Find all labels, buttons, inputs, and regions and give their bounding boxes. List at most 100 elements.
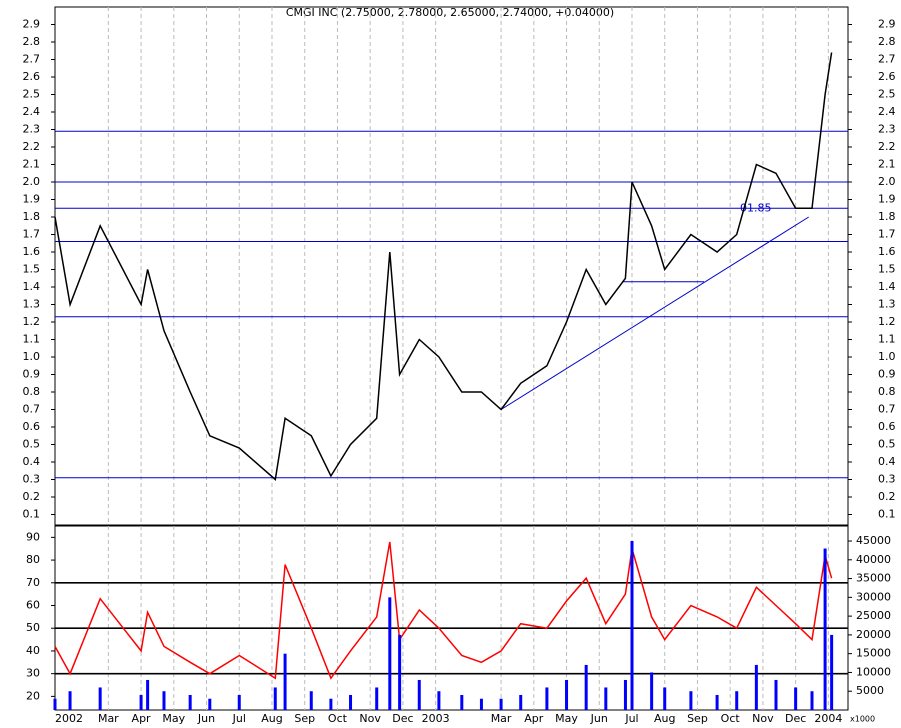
y-tick-label: 2.7 — [23, 53, 41, 66]
volume-bar — [623, 679, 627, 710]
volume-bar — [715, 694, 719, 710]
volume-bar — [823, 548, 827, 710]
y-tick-label: 2.9 — [23, 18, 41, 31]
y-tick-label: 0.8 — [23, 385, 41, 398]
volume-bar — [499, 698, 503, 710]
y-tick-label: 1.4 — [23, 280, 41, 293]
y-tick-label-right: 1.6 — [878, 245, 896, 258]
chart-title: CMGI INC (2.75000, 2.78000, 2.65000, 2.7… — [286, 6, 614, 19]
y-tick-label-right: 0.2 — [878, 490, 896, 503]
y2-tick-label: 20000 — [856, 628, 891, 641]
y2-tick-label: 5000 — [856, 684, 884, 697]
y-tick-label-right: 0.4 — [878, 455, 896, 468]
y-tick-label-right: 0.1 — [878, 508, 896, 521]
x-tick-label: Aug — [261, 712, 282, 725]
y-tick-label: 1.5 — [23, 263, 41, 276]
y-tick-label: 1.9 — [23, 193, 41, 206]
x-tick-label: Oct — [328, 712, 348, 725]
y-tick-label-right: 2.9 — [878, 18, 896, 31]
volume-bar — [375, 687, 379, 710]
y-tick-label-right: 1.7 — [878, 228, 896, 241]
y-tick-label-right: 2.0 — [878, 175, 896, 188]
y-tick-label-right: 2.5 — [878, 88, 896, 101]
y-tick-label-right: 0.5 — [878, 438, 896, 451]
volume-bar — [139, 694, 143, 710]
y-tick-label: 20 — [26, 689, 40, 702]
volume-bar — [162, 691, 166, 710]
x-tick-label: Sep — [294, 712, 315, 725]
y-tick-label-right: 1.9 — [878, 193, 896, 206]
y-tick-label-right: 2.7 — [878, 53, 896, 66]
y-tick-label: 0.3 — [23, 473, 41, 486]
volume-bar — [388, 597, 392, 710]
y2-tick-label: 30000 — [856, 590, 891, 603]
x-tick-label: Nov — [359, 712, 381, 725]
volume-bar — [460, 694, 464, 710]
y-tick-label: 2.2 — [23, 140, 41, 153]
y2-tick-label: 45000 — [856, 534, 891, 547]
x-tick-label: Apr — [524, 712, 544, 725]
x-tick-label: Jul — [232, 712, 246, 725]
x-tick-label: 2003 — [422, 712, 450, 725]
y-tick-label: 0.4 — [23, 455, 41, 468]
volume-bar — [735, 691, 739, 710]
volume-bar — [437, 691, 441, 710]
volume-bar — [663, 687, 667, 710]
y-tick-label: 0.5 — [23, 438, 41, 451]
y-tick-label: 30 — [26, 667, 40, 680]
volume-bar — [283, 653, 287, 710]
y-tick-label-right: 1.0 — [878, 350, 896, 363]
volume-bar — [273, 687, 277, 710]
volume-bar — [774, 679, 778, 710]
x-tick-label: Mar — [98, 712, 119, 725]
volume-bar — [479, 698, 483, 710]
volume-bar — [794, 687, 798, 710]
volume-bar — [349, 694, 353, 710]
price-line — [54, 52, 833, 481]
y-tick-label-right: 0.6 — [878, 420, 896, 433]
y2-tick-label: 35000 — [856, 572, 891, 585]
y-tick-label-right: 0.7 — [878, 403, 896, 416]
y-tick-label-right: 1.4 — [878, 280, 896, 293]
y-tick-label: 2.6 — [23, 70, 41, 83]
y-tick-label: 2.1 — [23, 158, 41, 171]
volume-bar — [545, 687, 549, 710]
x-tick-label: Jun — [197, 712, 215, 725]
y-tick-label: 80 — [26, 553, 40, 566]
x-tick-label: May — [162, 712, 185, 725]
y-tick-label: 0.6 — [23, 420, 41, 433]
volume-bar — [689, 691, 693, 710]
x-tick-label: May — [555, 712, 578, 725]
x-tick-label: 2002 — [55, 712, 83, 725]
volume-bar — [417, 679, 421, 710]
y-tick-label: 1.8 — [23, 210, 41, 223]
trend-line — [500, 216, 809, 410]
y-tick-label: 1.1 — [23, 333, 41, 346]
y-tick-label-right: 1.8 — [878, 210, 896, 223]
volume-bar — [810, 691, 814, 710]
y-tick-label: 2.4 — [23, 105, 41, 118]
volume-bar — [398, 634, 402, 710]
y-tick-label: 1.3 — [23, 298, 41, 311]
y-tick-label-right: 2.2 — [878, 140, 896, 153]
volume-bar — [584, 664, 588, 710]
x-tick-label: Apr — [132, 712, 152, 725]
volume-bar — [53, 698, 57, 710]
y-tick-label-right: 2.4 — [878, 105, 896, 118]
y-tick-label: 60 — [26, 599, 40, 612]
y-tick-label-right: 2.1 — [878, 158, 896, 171]
y-tick-label-right: 0.9 — [878, 368, 896, 381]
y-tick-label-right: 2.3 — [878, 123, 896, 136]
y-tick-label-right: 1.2 — [878, 315, 896, 328]
x-tick-label: Nov — [752, 712, 774, 725]
volume-bar — [604, 687, 608, 710]
volume-bar — [630, 541, 634, 710]
y-tick-label: 1.7 — [23, 228, 41, 241]
volume-bar — [188, 694, 192, 710]
price-line — [54, 541, 833, 680]
x-tick-label: Mar — [491, 712, 512, 725]
y-tick-label: 2.5 — [23, 88, 41, 101]
y-tick-label-right: 2.8 — [878, 35, 896, 48]
